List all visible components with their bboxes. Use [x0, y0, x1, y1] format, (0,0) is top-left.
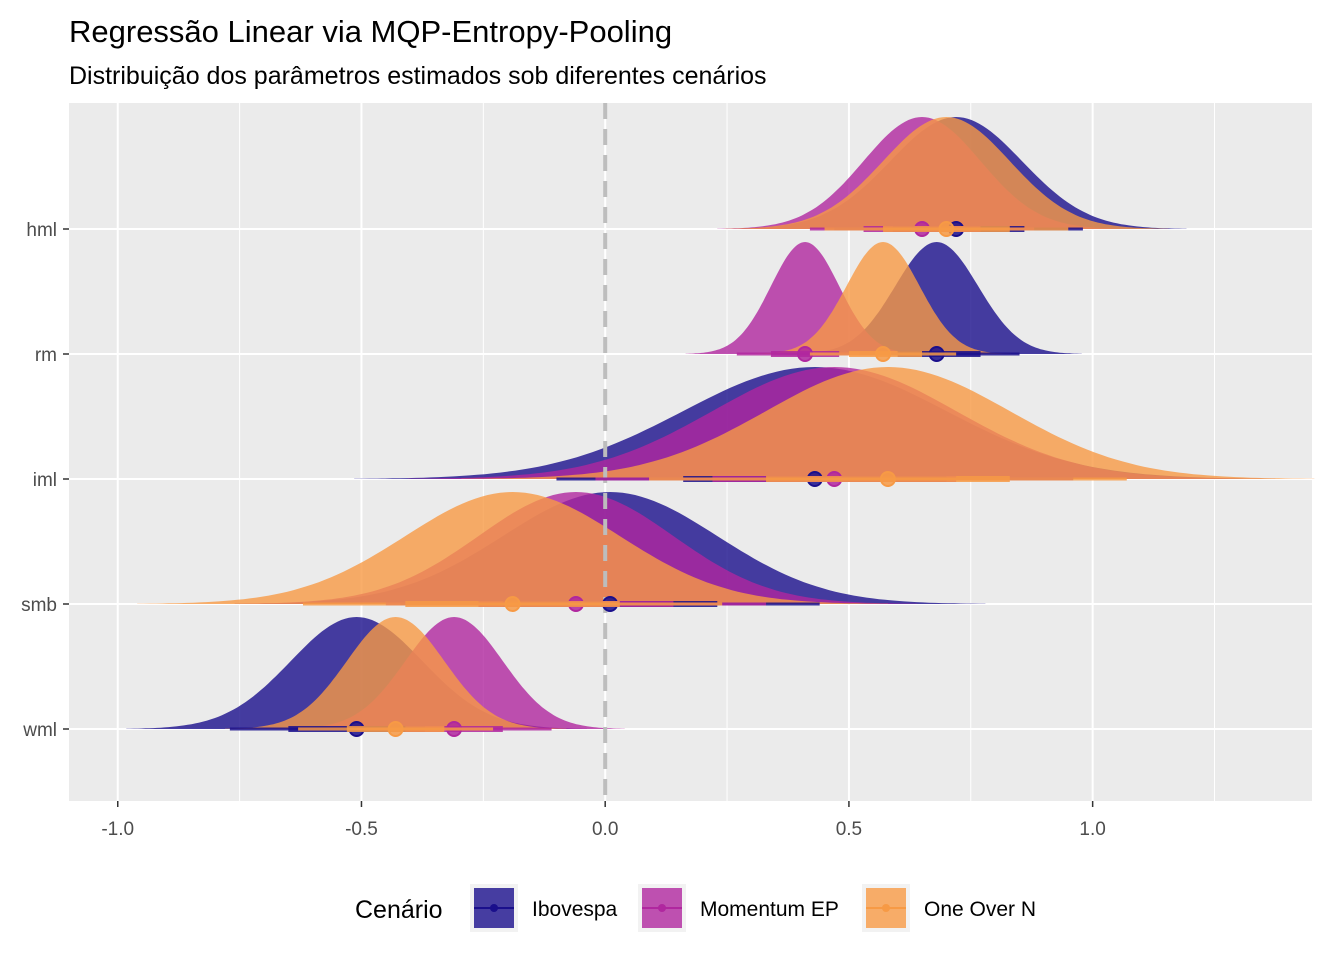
legend-point-ibovespa [490, 904, 498, 912]
y-tick-label: wml [22, 720, 57, 741]
axes: -1.0 -0.5 0.0 0.5 1.0 hml rm iml smb wml [21, 220, 1106, 840]
legend-label-momentum-ep: Momentum EP [700, 898, 839, 921]
median-point-rm-one-over-n [875, 346, 892, 362]
legend: Cenário Ibovespa Momentum EP One Over N [355, 884, 1036, 932]
y-tick-label: iml [33, 470, 57, 491]
median-point-wml-one-over-n [387, 721, 404, 737]
y-tick-label: rm [35, 345, 57, 366]
x-tick-label: -1.0 [101, 819, 134, 840]
legend-point-one-over-n [882, 904, 890, 912]
median-point-smb-one-over-n [504, 596, 521, 612]
median-point-iml-one-over-n [879, 471, 896, 487]
density-rm-one-over-n [755, 242, 1011, 354]
density-smb-one-over-n [137, 492, 888, 604]
x-tick-label: 1.0 [1079, 819, 1105, 840]
x-tick-label: 0.0 [592, 819, 618, 840]
median-point-hml-one-over-n [938, 221, 955, 237]
density-rm-momentum-ep [685, 242, 925, 354]
y-tick-label: hml [26, 220, 57, 241]
x-tick-label: 0.5 [836, 819, 862, 840]
legend-point-momentum-ep [658, 904, 666, 912]
density-rm-ibovespa [791, 242, 1082, 354]
y-tick-label: smb [21, 595, 57, 616]
density-wml-one-over-n [225, 617, 567, 729]
density-hml-one-over-n [724, 117, 1169, 229]
density-wml-momentum-ep [283, 617, 625, 729]
x-tick-label: -0.5 [345, 819, 378, 840]
density-iml-one-over-n [461, 367, 1315, 479]
chart-subtitle: Distribuição dos parâmetros estimados so… [69, 62, 767, 90]
legend-title: Cenário [355, 896, 443, 924]
distributions [126, 117, 1315, 729]
intervals [229, 221, 1127, 737]
legend-label-one-over-n: One Over N [924, 898, 1036, 921]
chart-title: Regressão Linear via MQP-Entropy-Pooling [69, 14, 672, 49]
legend-label-ibovespa: Ibovespa [532, 898, 618, 921]
